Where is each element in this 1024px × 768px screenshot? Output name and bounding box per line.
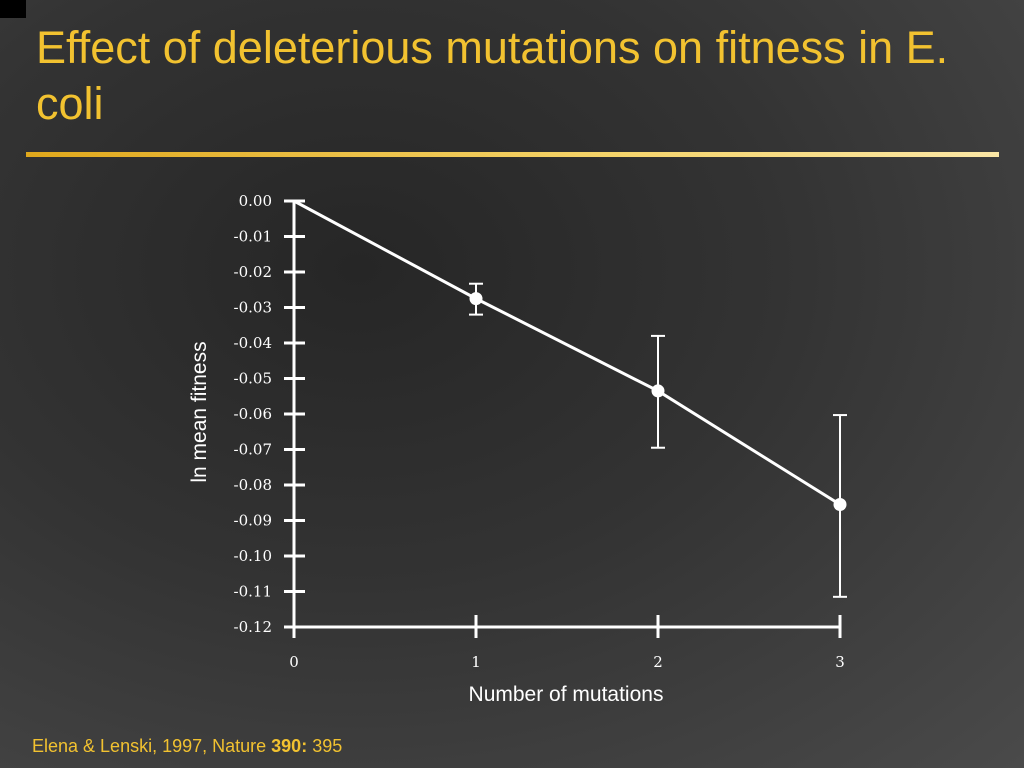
citation-page: 395 [307, 736, 343, 756]
y-tick-label: -0.02 [234, 263, 272, 281]
y-tick-label: -0.06 [234, 405, 272, 423]
corner-mark [0, 0, 26, 18]
y-tick-label: -0.03 [234, 299, 272, 317]
y-tick-label: -0.11 [234, 583, 272, 601]
y-tick-label: -0.09 [234, 512, 272, 530]
series-line [293, 199, 841, 506]
y-tick-label: -0.01 [234, 228, 272, 246]
x-tick-label: 0 [289, 653, 299, 671]
title-divider [26, 152, 999, 157]
y-tick-label: -0.12 [234, 618, 272, 636]
y-tick-label: -0.10 [234, 547, 272, 565]
citation-prefix: Elena & Lenski, 1997, Nature [32, 736, 272, 756]
y-tick-label: -0.04 [234, 334, 272, 352]
data-point [651, 384, 665, 398]
citation: Elena & Lenski, 1997, Nature 390: 395 [32, 736, 342, 757]
x-tick-label: 3 [835, 653, 845, 671]
x-tick-label: 2 [653, 653, 663, 671]
data-point [469, 292, 483, 306]
x-axis-label: Number of mutations [469, 683, 664, 706]
y-tick-label: -0.05 [234, 370, 272, 388]
slide-title: Effect of deleterious mutations on fitne… [36, 22, 949, 129]
y-axis-label: ln mean fitness [188, 341, 211, 482]
citation-volume: 390: [271, 736, 308, 756]
y-tick-label: -0.08 [234, 476, 272, 494]
y-tick-label: 0.00 [239, 192, 272, 210]
x-tick-label: 1 [471, 653, 481, 671]
y-tick-label: -0.07 [234, 441, 272, 459]
data-point [833, 498, 847, 512]
